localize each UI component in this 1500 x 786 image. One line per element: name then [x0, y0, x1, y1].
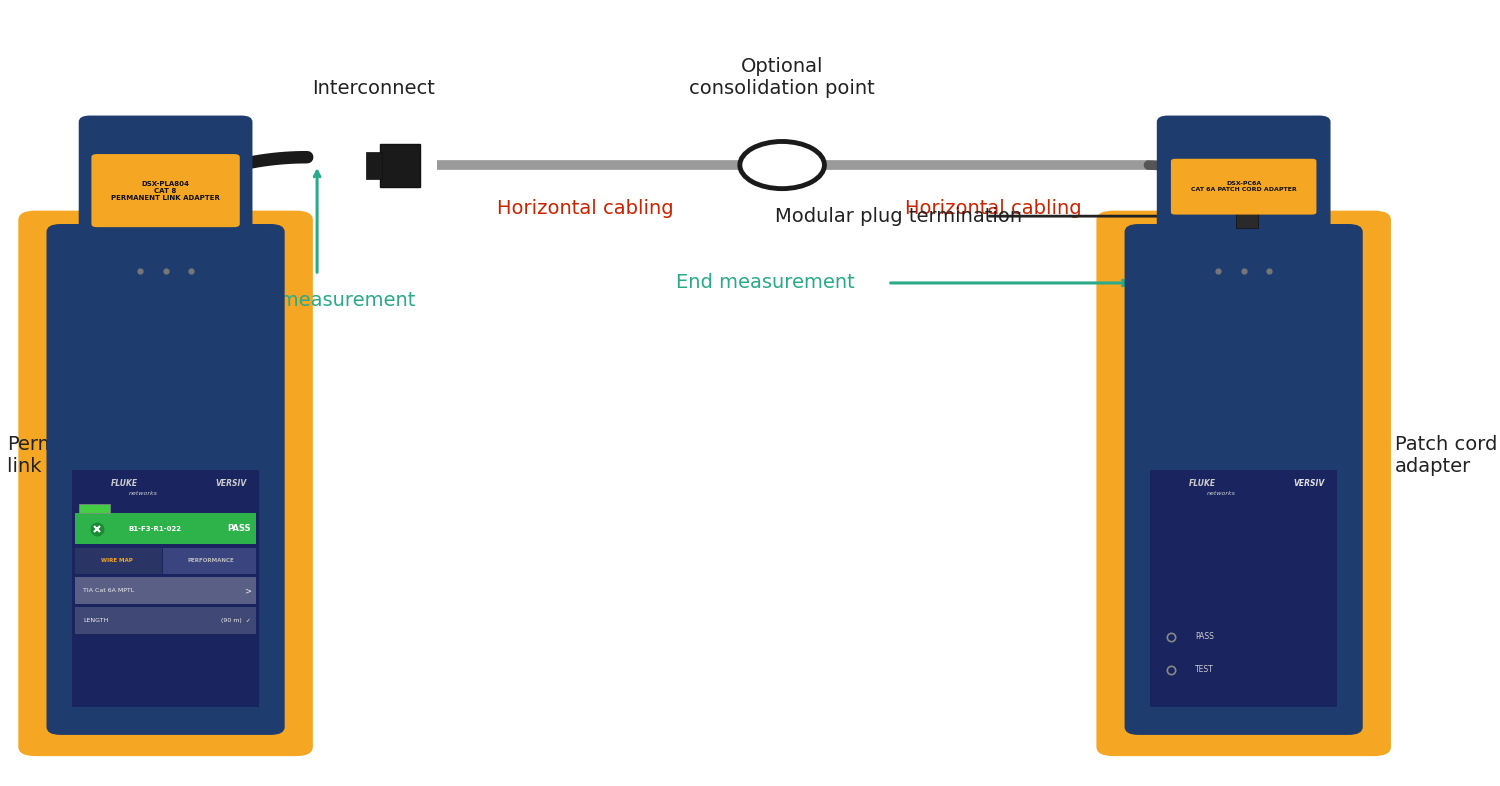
Text: LENGTH: LENGTH [82, 618, 108, 623]
Bar [75, 578, 256, 604]
Text: Interconnect: Interconnect [312, 79, 435, 98]
Bar [72, 470, 260, 707]
Text: B1-F3-R1-022: B1-F3-R1-022 [128, 526, 182, 531]
FancyBboxPatch shape [46, 224, 285, 735]
Text: Modular plug termination: Modular plug termination [776, 207, 1022, 226]
Text: PASS: PASS [228, 524, 251, 533]
Bar [366, 152, 382, 179]
Text: Horizontal cabling: Horizontal cabling [496, 199, 674, 218]
Text: DSX-PLA804
CAT 8
PERMANENT LINK ADAPTER: DSX-PLA804 CAT 8 PERMANENT LINK ADAPTER [111, 181, 220, 200]
Circle shape [740, 141, 825, 189]
Text: FLUKE: FLUKE [111, 479, 138, 487]
Text: DSX-PC6A
CAT 6A PATCH CORD ADAPTER: DSX-PC6A CAT 6A PATCH CORD ADAPTER [1191, 182, 1296, 192]
Bar [1150, 470, 1338, 707]
Text: TIA Cat 6A MPTL: TIA Cat 6A MPTL [82, 588, 135, 593]
Bar [75, 548, 162, 575]
FancyBboxPatch shape [92, 154, 240, 227]
Text: End measurement: End measurement [676, 274, 855, 292]
FancyBboxPatch shape [18, 211, 313, 756]
Text: Begin measurement: Begin measurement [219, 291, 416, 310]
Text: Patch cord
adapter: Patch cord adapter [1395, 435, 1497, 476]
Text: Permanent
link adapter: Permanent link adapter [8, 435, 124, 476]
Bar [75, 513, 256, 545]
Text: TEST: TEST [1196, 665, 1214, 674]
Text: FLUKE: FLUKE [1190, 479, 1216, 487]
Text: PASS: PASS [1196, 632, 1214, 641]
Text: >: > [244, 586, 250, 595]
Text: networks: networks [129, 490, 158, 496]
FancyBboxPatch shape [78, 116, 252, 254]
FancyBboxPatch shape [1096, 211, 1390, 756]
Text: (90 m)  ✓: (90 m) ✓ [220, 618, 251, 623]
Text: networks: networks [1206, 490, 1236, 496]
FancyBboxPatch shape [1172, 159, 1317, 215]
Text: Horizontal cabling: Horizontal cabling [904, 199, 1082, 218]
Text: PERFORMANCE: PERFORMANCE [188, 558, 234, 564]
Bar [1236, 208, 1258, 228]
Bar [75, 608, 256, 634]
Text: Optional
consolidation point: Optional consolidation point [690, 57, 874, 98]
Bar [80, 504, 110, 513]
Text: WIRE MAP: WIRE MAP [100, 558, 132, 564]
FancyBboxPatch shape [1156, 116, 1330, 254]
Text: VERSIV: VERSIV [216, 479, 248, 487]
Text: VERSIV: VERSIV [1293, 479, 1324, 487]
Bar [164, 548, 256, 575]
Bar [381, 144, 420, 187]
FancyBboxPatch shape [1125, 224, 1362, 735]
